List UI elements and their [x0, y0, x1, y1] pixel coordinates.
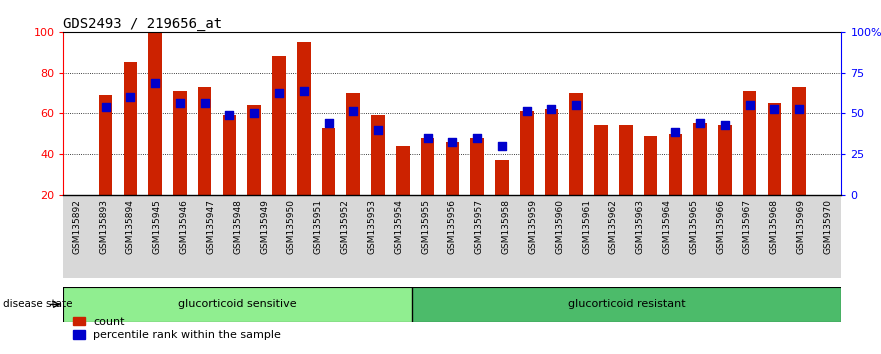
- Text: GSM135954: GSM135954: [394, 199, 403, 254]
- Point: [197, 100, 211, 106]
- Bar: [669, 133, 682, 195]
- Bar: [123, 62, 137, 195]
- Bar: [619, 126, 633, 195]
- Point: [420, 135, 434, 141]
- Text: GSM135969: GSM135969: [796, 199, 805, 254]
- Point: [272, 90, 286, 96]
- Bar: [718, 126, 732, 195]
- Text: glucorticoid resistant: glucorticoid resistant: [568, 299, 685, 309]
- Text: GSM135970: GSM135970: [824, 199, 833, 254]
- Text: GSM135949: GSM135949: [260, 199, 269, 254]
- Point: [792, 106, 806, 112]
- Point: [173, 100, 187, 106]
- Text: GSM135894: GSM135894: [126, 199, 135, 254]
- Bar: [346, 93, 360, 195]
- Text: GSM135964: GSM135964: [663, 199, 671, 254]
- Bar: [446, 142, 459, 195]
- Bar: [767, 103, 781, 195]
- Point: [346, 108, 360, 114]
- Text: GSM135966: GSM135966: [716, 199, 725, 254]
- Text: GDS2493 / 219656_at: GDS2493 / 219656_at: [63, 17, 223, 31]
- Text: GSM135963: GSM135963: [636, 199, 645, 254]
- Text: GSM135947: GSM135947: [206, 199, 216, 254]
- Bar: [495, 160, 508, 195]
- Point: [544, 106, 559, 112]
- Text: disease state: disease state: [3, 299, 72, 309]
- Bar: [198, 87, 211, 195]
- Point: [297, 88, 311, 94]
- Bar: [173, 91, 187, 195]
- Text: GSM135893: GSM135893: [100, 199, 108, 254]
- Point: [693, 121, 707, 126]
- Text: GSM135953: GSM135953: [367, 199, 376, 254]
- Point: [445, 139, 459, 144]
- Text: GSM135962: GSM135962: [609, 199, 618, 254]
- Bar: [412, 287, 841, 322]
- Text: GSM135968: GSM135968: [770, 199, 779, 254]
- Point: [371, 127, 385, 132]
- Bar: [223, 115, 236, 195]
- Text: GSM135967: GSM135967: [743, 199, 752, 254]
- Text: GSM135892: GSM135892: [72, 199, 81, 254]
- Bar: [544, 109, 559, 195]
- Point: [495, 143, 509, 149]
- Bar: [594, 126, 608, 195]
- Text: GSM135965: GSM135965: [689, 199, 699, 254]
- Bar: [272, 56, 285, 195]
- Point: [248, 110, 262, 116]
- Point: [148, 80, 162, 86]
- Text: GSM135945: GSM135945: [152, 199, 162, 254]
- Bar: [99, 95, 113, 195]
- Point: [123, 94, 137, 100]
- Point: [718, 123, 732, 129]
- Text: GSM135951: GSM135951: [314, 199, 322, 254]
- Text: GSM135959: GSM135959: [529, 199, 537, 254]
- Bar: [644, 136, 657, 195]
- Point: [743, 102, 757, 108]
- Point: [767, 106, 781, 112]
- Bar: [792, 87, 806, 195]
- Bar: [743, 91, 757, 195]
- Bar: [371, 115, 385, 195]
- Point: [569, 102, 583, 108]
- Bar: [520, 111, 534, 195]
- Text: GSM135946: GSM135946: [180, 199, 189, 254]
- Bar: [693, 124, 707, 195]
- Text: glucorticoid sensitive: glucorticoid sensitive: [179, 299, 297, 309]
- Point: [669, 129, 683, 135]
- Bar: [569, 93, 583, 195]
- Text: GSM135950: GSM135950: [287, 199, 296, 254]
- Bar: [421, 138, 434, 195]
- Text: GSM135957: GSM135957: [475, 199, 484, 254]
- Bar: [322, 127, 336, 195]
- Point: [99, 104, 113, 110]
- Text: GSM135961: GSM135961: [582, 199, 591, 254]
- Point: [322, 121, 336, 126]
- Bar: [470, 138, 484, 195]
- Bar: [63, 287, 412, 322]
- Text: GSM135952: GSM135952: [341, 199, 350, 254]
- Text: GSM135955: GSM135955: [421, 199, 430, 254]
- Bar: [396, 146, 410, 195]
- Legend: count, percentile rank within the sample: count, percentile rank within the sample: [69, 313, 285, 345]
- Text: GSM135960: GSM135960: [555, 199, 564, 254]
- Point: [222, 113, 236, 118]
- Text: GSM135948: GSM135948: [233, 199, 242, 254]
- Point: [520, 108, 534, 114]
- Text: GSM135956: GSM135956: [448, 199, 457, 254]
- Bar: [148, 32, 162, 195]
- Bar: [248, 105, 261, 195]
- Bar: [297, 42, 311, 195]
- Text: GSM135958: GSM135958: [501, 199, 511, 254]
- Point: [470, 135, 485, 141]
